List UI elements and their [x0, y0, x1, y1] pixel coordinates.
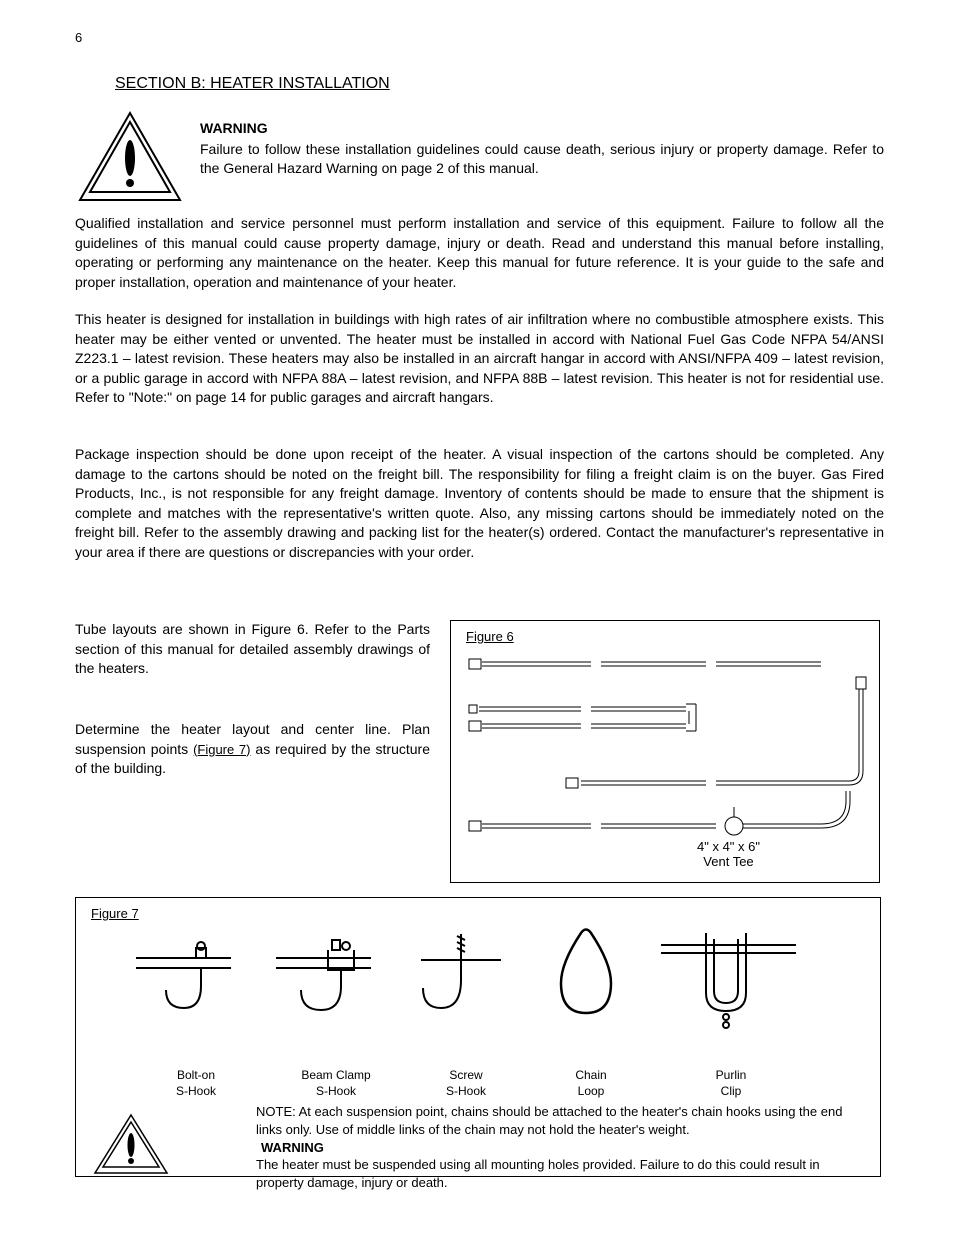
figure-7-note: NOTE: At each suspension point, chains s…: [256, 1103, 860, 1138]
main-warning-text: Failure to follow these installation gui…: [200, 140, 884, 178]
main-warning-title: WARNING: [200, 120, 268, 136]
paragraph-4-text: Tube layouts are shown in Figure 6. Refe…: [75, 621, 430, 676]
paragraph-5: Determine the heater layout and center l…: [75, 720, 430, 779]
paragraph-2: This heater is designed for installation…: [75, 310, 884, 408]
figure-7-box: Figure 7: [75, 897, 881, 1177]
hanger-caption-0: Bolt-onS-Hook: [156, 1068, 236, 1099]
warning-triangle-icon-small: [91, 1113, 171, 1178]
vent-tee-caption: 4" x 4" x 6" Vent Tee: [697, 839, 760, 869]
hanger-caption-4: PurlinClip: [691, 1068, 771, 1099]
paragraph-4: Tube layouts are shown in Figure 6. Refe…: [75, 620, 430, 679]
paragraph-1: Qualified installation and service perso…: [75, 214, 884, 292]
page-number: 6: [75, 30, 82, 45]
figure-6-box: Figure 6: [450, 620, 880, 883]
section-title: SECTION B: HEATER INSTALLATION: [115, 75, 390, 93]
paragraph-3: Package inspection should be done upon r…: [75, 445, 884, 563]
tube-layouts-diagram: [451, 621, 881, 884]
figure-7-ref: (Figure 7): [193, 742, 250, 757]
warning-triangle-icon: [75, 110, 185, 205]
hanger-caption-2: ScrewS-Hook: [426, 1068, 506, 1099]
figure-7-warning-text: The heater must be suspended using all m…: [256, 1156, 860, 1191]
hanger-caption-1: Beam ClampS-Hook: [286, 1068, 386, 1099]
hanger-caption-3: ChainLoop: [556, 1068, 626, 1099]
figure-7-warning-title: WARNING: [261, 1140, 324, 1155]
